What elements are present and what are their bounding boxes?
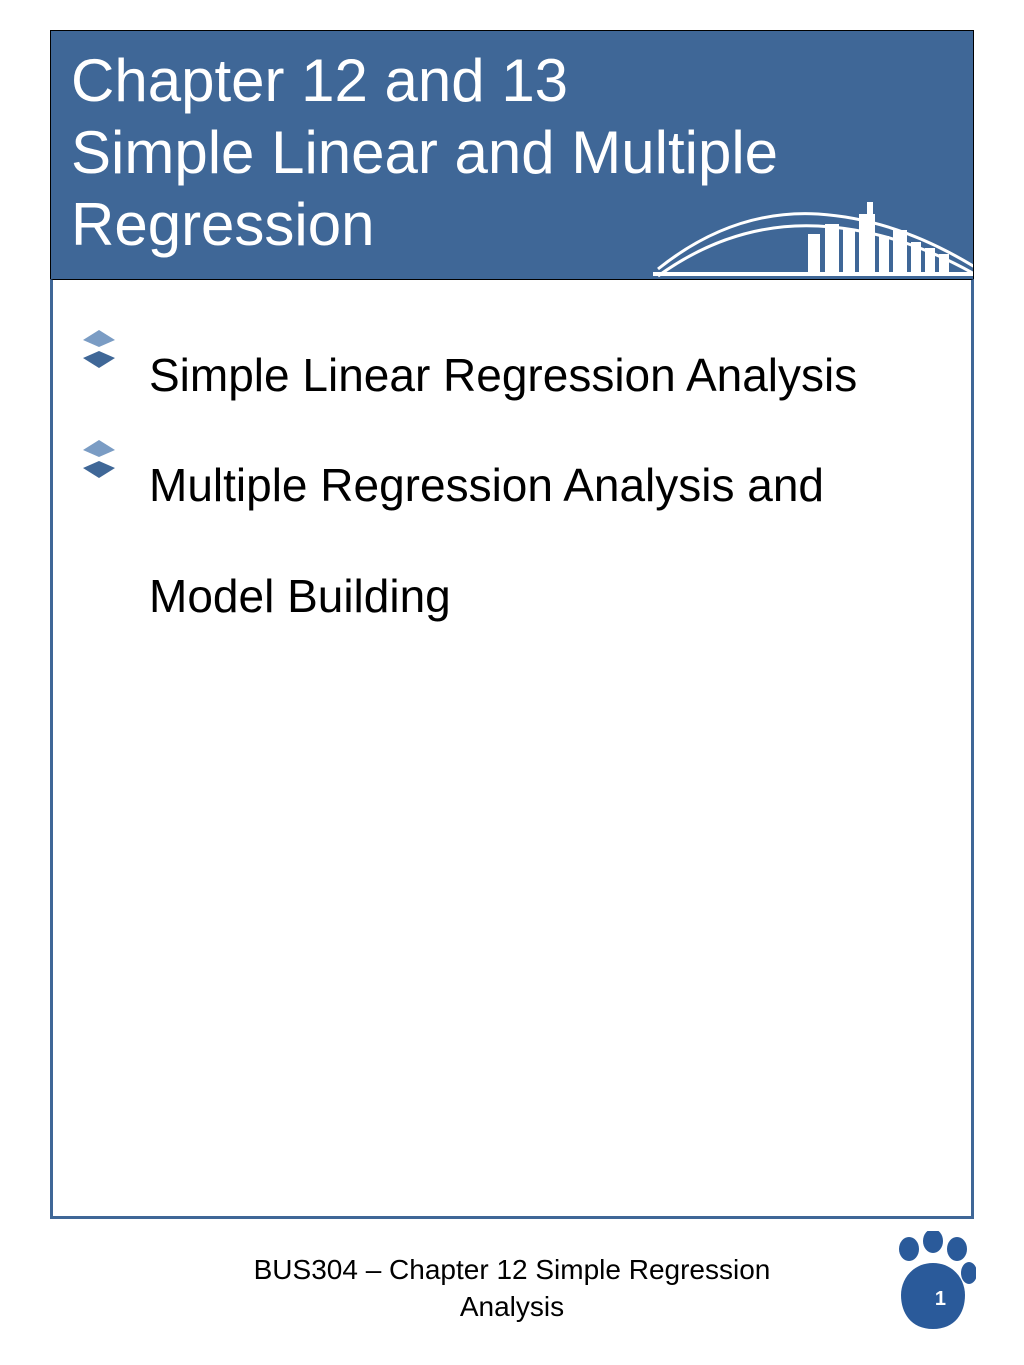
footer-text: BUS304 – Chapter 12 Simple Regression An… bbox=[212, 1252, 812, 1325]
slide-container: Chapter 12 and 13 Simple Linear and Mult… bbox=[50, 30, 974, 1219]
paw-icon bbox=[891, 1231, 976, 1331]
slide-content: Simple Linear Regression Analysis Multip… bbox=[50, 279, 974, 1219]
bullet-text: Multiple Regression Analysis and Model B… bbox=[149, 430, 941, 651]
bullet-item: Multiple Regression Analysis and Model B… bbox=[83, 430, 941, 651]
diamond-bullet-icon bbox=[83, 330, 115, 368]
diamond-bullet-icon bbox=[83, 440, 115, 478]
skyline-icon bbox=[653, 174, 974, 279]
bullet-item: Simple Linear Regression Analysis bbox=[83, 320, 941, 430]
slide-footer: BUS304 – Chapter 12 Simple Regression An… bbox=[0, 1252, 1024, 1325]
bullet-text: Simple Linear Regression Analysis bbox=[149, 320, 857, 430]
page-number: 1 bbox=[935, 1288, 946, 1311]
header-line-1: Chapter 12 and 13 bbox=[71, 45, 953, 117]
slide-header: Chapter 12 and 13 Simple Linear and Mult… bbox=[50, 30, 974, 279]
